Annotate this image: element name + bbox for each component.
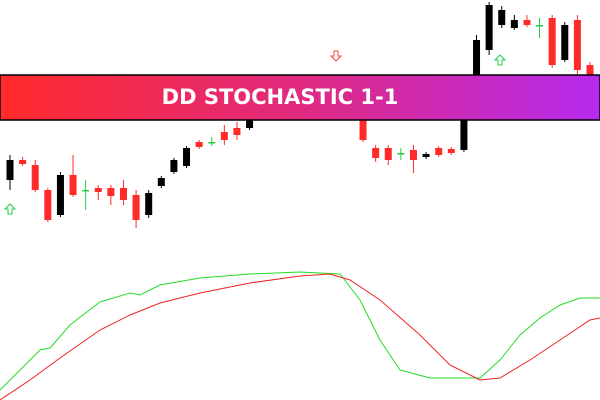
- candle-body: [170, 160, 178, 172]
- candle-body: [82, 190, 90, 192]
- candle-body: [94, 188, 102, 192]
- stochastic-line: [0, 271, 600, 391]
- candle-body: [422, 154, 430, 157]
- candle-body: [573, 20, 581, 70]
- candle-body: [447, 149, 455, 153]
- banner-bar: [0, 74, 600, 121]
- candle-body: [69, 175, 77, 195]
- banner: DD STOCHASTIC 1-1: [0, 74, 600, 121]
- candle-body: [561, 25, 569, 60]
- candle-body: [220, 132, 228, 140]
- candle-body: [145, 193, 153, 215]
- candle-body: [208, 142, 216, 144]
- candle-body: [119, 188, 127, 200]
- candle-body: [6, 160, 14, 180]
- candle-body: [183, 148, 191, 166]
- candle-body: [586, 65, 594, 75]
- candle-body: [246, 115, 254, 128]
- candle-body: [233, 128, 241, 135]
- banner-title: DD STOCHASTIC 1-1: [162, 85, 399, 109]
- candle-body: [195, 142, 203, 147]
- candle-body: [359, 120, 367, 140]
- candle-body: [19, 160, 27, 164]
- candle-body: [384, 148, 392, 160]
- candle-body: [56, 175, 64, 215]
- candle-body: [157, 178, 165, 186]
- sell-arrow: [329, 50, 343, 62]
- candle-body: [460, 120, 468, 150]
- candle-body: [372, 148, 380, 158]
- candle-body: [485, 5, 493, 50]
- candle-body: [435, 148, 443, 155]
- buy-arrow: [493, 54, 507, 66]
- signals: [3, 50, 507, 215]
- candle-body: [409, 150, 417, 160]
- candle-body: [523, 20, 531, 25]
- candle-body: [536, 25, 544, 27]
- candle-body: [498, 10, 506, 25]
- stochastic-panel: [0, 271, 600, 400]
- candle-body: [107, 188, 115, 196]
- candle-body: [548, 18, 556, 65]
- candle-body: [510, 20, 518, 28]
- candle-body: [397, 153, 405, 155]
- candle-body: [132, 195, 140, 220]
- candle-body: [44, 190, 52, 220]
- buy-arrow: [3, 203, 17, 215]
- stochastic-line: [0, 273, 600, 400]
- candle-body: [31, 165, 39, 190]
